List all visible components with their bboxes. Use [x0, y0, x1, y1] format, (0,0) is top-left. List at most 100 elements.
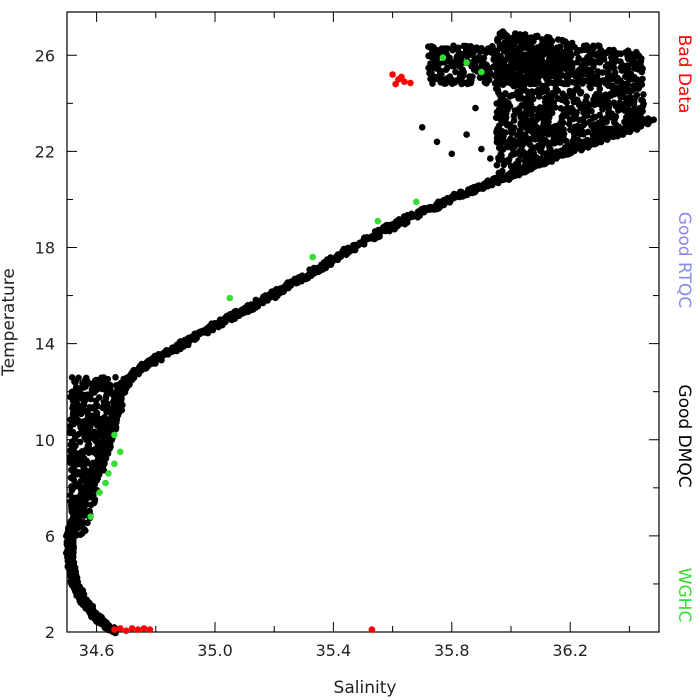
dmqc-point	[503, 121, 511, 129]
dmqc-point	[622, 49, 629, 56]
wghc-point	[309, 253, 317, 261]
dmqc-point	[425, 43, 432, 50]
dmqc-point	[552, 104, 559, 111]
dmqc-point	[624, 55, 632, 63]
dmqc-point	[67, 416, 74, 424]
dmqc-point	[84, 492, 92, 500]
dmqc-point	[84, 410, 92, 418]
y-tick-label: 14	[35, 335, 55, 354]
dmqc-point	[85, 444, 92, 452]
dmqc-point	[590, 127, 598, 134]
dmqc-point	[544, 74, 552, 82]
dmqc-point	[580, 42, 588, 50]
dmqc-point	[596, 42, 603, 50]
dmqc-point	[99, 429, 107, 437]
dmqc-point	[593, 90, 600, 98]
dmqc-point	[112, 374, 119, 381]
dmqc-point	[577, 144, 585, 152]
dmqc-point	[608, 125, 615, 133]
dmqc-point	[544, 97, 551, 104]
dmqc-point	[472, 104, 479, 112]
dmqc-point	[444, 45, 451, 52]
dmqc-point	[502, 129, 509, 136]
wghc-point	[413, 198, 420, 206]
dmqc-point	[560, 112, 568, 120]
dmqc-point	[77, 403, 84, 410]
dmqc-point	[447, 59, 455, 66]
dmqc-point	[603, 114, 611, 121]
x-tick-label: 35.4	[316, 641, 352, 660]
dmqc-point	[614, 76, 622, 84]
x-axis-label: Salinity	[334, 678, 397, 698]
dmqc-point	[511, 61, 519, 69]
dmqc-point	[493, 161, 501, 169]
dmqc-point	[534, 44, 541, 51]
dmqc-point	[84, 519, 91, 527]
dmqc-point	[73, 499, 81, 507]
dmqc-point	[543, 33, 551, 41]
dmqc-point	[90, 499, 98, 507]
dmqc-point	[541, 159, 549, 166]
dmqc-point	[619, 131, 627, 138]
dmqc-point	[484, 45, 492, 52]
y-tick-label: 18	[35, 239, 55, 258]
dmqc-point	[525, 54, 532, 61]
legend-item-bad-data: Bad Data	[674, 35, 694, 114]
dmqc-point	[432, 64, 439, 72]
dmqc-point	[557, 121, 565, 128]
bad-data-point	[111, 626, 118, 633]
dmqc-point	[546, 103, 554, 110]
dmqc-point	[540, 140, 547, 148]
dmqc-point	[563, 107, 570, 115]
dmqc-point	[98, 453, 105, 460]
dmqc-point	[66, 422, 74, 430]
dmqc-point	[78, 490, 86, 497]
plot-frame	[66, 11, 660, 633]
dmqc-point	[517, 113, 524, 121]
dmqc-point	[500, 68, 507, 75]
dmqc-point	[554, 36, 562, 43]
dmqc-point	[618, 101, 626, 109]
dmqc-point	[83, 417, 90, 424]
dmqc-point	[562, 54, 570, 62]
dmqc-point	[599, 124, 607, 131]
dmqc-point	[460, 42, 468, 50]
dmqc-point	[620, 89, 628, 97]
dmqc-point	[70, 509, 78, 517]
dmqc-point	[68, 374, 76, 381]
dmqc-point	[495, 144, 503, 152]
dmqc-point	[532, 33, 539, 40]
dmqc-point	[499, 167, 506, 175]
dmqc-point	[496, 91, 504, 99]
dmqc-point	[99, 385, 106, 393]
dmqc-point	[501, 97, 508, 104]
dmqc-point	[562, 98, 569, 105]
dmqc-point	[516, 127, 524, 135]
dmqc-point	[638, 68, 646, 76]
dmqc-point	[69, 411, 77, 419]
dmqc-point	[70, 476, 78, 484]
dmqc-point	[68, 466, 76, 474]
dmqc-point	[583, 93, 590, 100]
dmqc-point	[578, 62, 586, 70]
dmqc-point	[634, 76, 641, 83]
dmqc-point	[632, 120, 639, 128]
dmqc-point	[557, 79, 565, 87]
dmqc-point	[533, 87, 541, 95]
dmqc-point	[591, 51, 599, 58]
dmqc-point	[418, 124, 426, 131]
dmqc-point	[67, 491, 74, 499]
x-tick-label: 35.0	[197, 641, 233, 660]
dmqc-point	[594, 79, 602, 86]
dmqc-point	[532, 130, 540, 137]
dmqc-point	[494, 67, 502, 74]
dmqc-point	[542, 129, 549, 137]
dmqc-point	[633, 48, 640, 56]
dmqc-point	[628, 73, 636, 81]
dmqc-point	[610, 88, 617, 96]
dmqc-point	[512, 161, 519, 168]
bad-data-point	[368, 626, 376, 633]
dmqc-point	[560, 151, 568, 158]
dmqc-point	[584, 140, 591, 147]
